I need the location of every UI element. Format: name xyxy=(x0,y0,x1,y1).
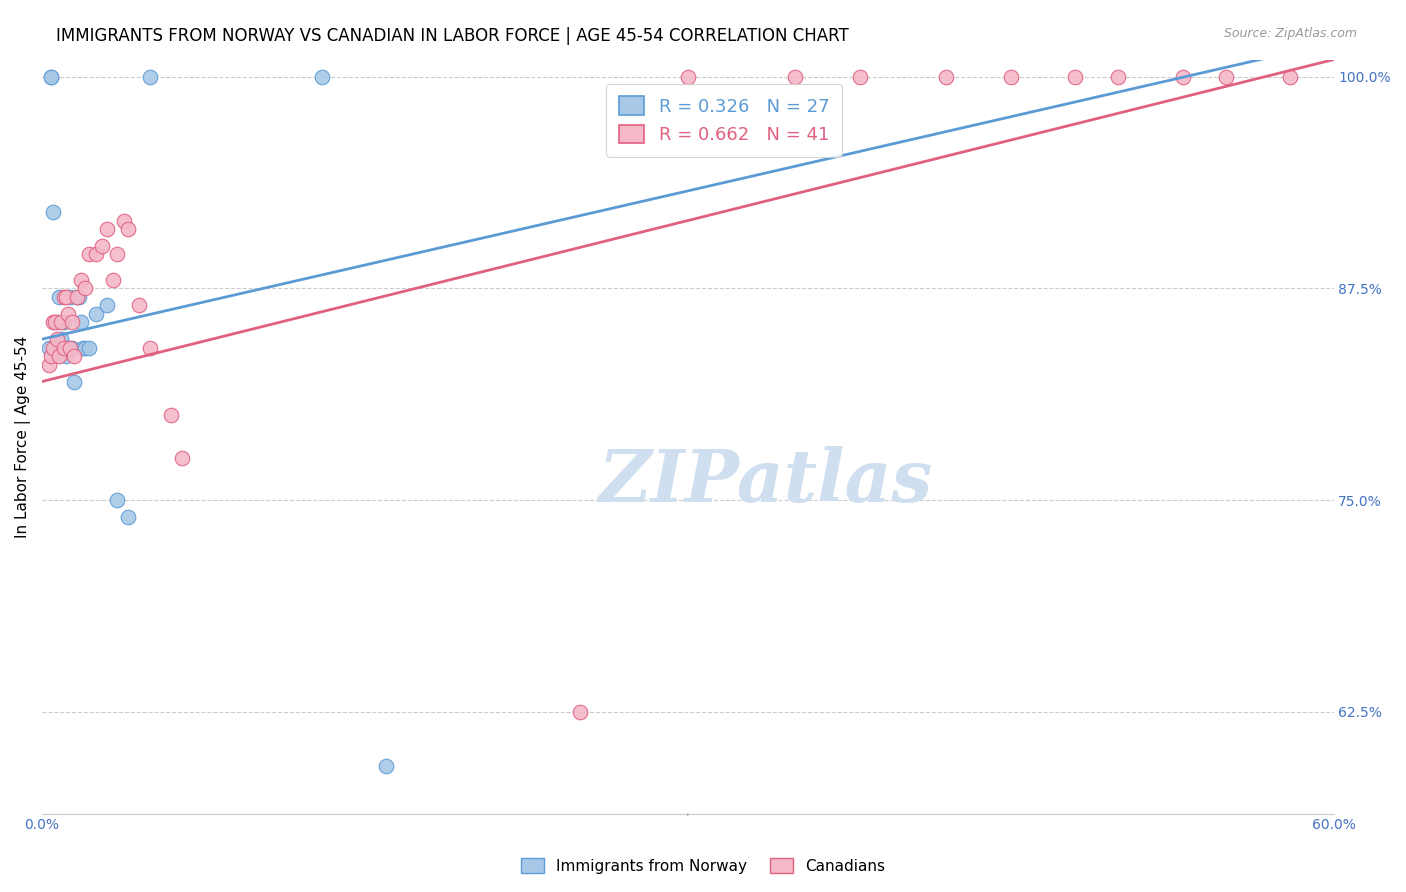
Point xyxy=(107,247,129,261)
Point xyxy=(112,213,135,227)
Point xyxy=(56,341,79,355)
Point xyxy=(67,290,90,304)
Point xyxy=(59,341,82,355)
Point xyxy=(117,510,139,524)
Point xyxy=(55,290,77,304)
Legend: R = 0.326   N = 27, R = 0.662   N = 41: R = 0.326 N = 27, R = 0.662 N = 41 xyxy=(606,84,842,157)
Point xyxy=(128,298,150,312)
Point xyxy=(63,349,86,363)
Point xyxy=(59,290,82,304)
Point xyxy=(1171,70,1194,84)
Point xyxy=(52,290,75,304)
Point xyxy=(849,70,872,84)
Point xyxy=(79,247,101,261)
Point xyxy=(101,273,124,287)
Point xyxy=(38,358,60,372)
Point xyxy=(91,239,114,253)
Text: ZIPatlas: ZIPatlas xyxy=(598,446,932,517)
Point xyxy=(42,315,65,329)
Point xyxy=(676,70,699,84)
Point xyxy=(96,298,118,312)
Point xyxy=(107,493,129,508)
Point xyxy=(1064,70,1087,84)
Point xyxy=(65,290,87,304)
Point xyxy=(52,341,75,355)
Point xyxy=(75,281,97,295)
Point xyxy=(42,205,65,219)
Point xyxy=(75,341,97,355)
Point xyxy=(311,70,333,84)
Text: IMMIGRANTS FROM NORWAY VS CANADIAN IN LABOR FORCE | AGE 45-54 CORRELATION CHART: IMMIGRANTS FROM NORWAY VS CANADIAN IN LA… xyxy=(56,27,849,45)
Point xyxy=(39,349,62,363)
Point xyxy=(117,222,139,236)
Point xyxy=(60,341,83,355)
Point xyxy=(63,375,86,389)
Point xyxy=(785,70,807,84)
Point xyxy=(44,341,66,355)
Point xyxy=(70,273,93,287)
Point xyxy=(569,705,592,719)
Legend: Immigrants from Norway, Canadians: Immigrants from Norway, Canadians xyxy=(515,852,891,880)
Point xyxy=(84,247,107,261)
Point xyxy=(60,315,83,329)
Point xyxy=(96,222,118,236)
Point xyxy=(46,315,69,329)
Y-axis label: In Labor Force | Age 45-54: In Labor Force | Age 45-54 xyxy=(15,335,31,538)
Point xyxy=(48,290,70,304)
Point xyxy=(42,341,65,355)
Point xyxy=(48,349,70,363)
Point xyxy=(52,315,75,329)
Point xyxy=(375,759,398,773)
Point xyxy=(39,70,62,84)
Point xyxy=(138,70,160,84)
Point xyxy=(55,349,77,363)
Point xyxy=(138,341,160,355)
Point xyxy=(79,341,101,355)
Point xyxy=(51,315,73,329)
Point xyxy=(56,307,79,321)
Point xyxy=(46,332,69,346)
Point xyxy=(84,307,107,321)
Point xyxy=(170,450,193,465)
Point xyxy=(51,332,73,346)
Point xyxy=(65,290,87,304)
Point xyxy=(44,315,66,329)
Point xyxy=(70,315,93,329)
Point xyxy=(1107,70,1129,84)
Point xyxy=(160,409,183,423)
Text: Source: ZipAtlas.com: Source: ZipAtlas.com xyxy=(1223,27,1357,40)
Point xyxy=(38,341,60,355)
Point xyxy=(39,70,62,84)
Point xyxy=(1000,70,1022,84)
Point xyxy=(72,341,94,355)
Point xyxy=(935,70,957,84)
Point xyxy=(1215,70,1237,84)
Point xyxy=(1279,70,1302,84)
